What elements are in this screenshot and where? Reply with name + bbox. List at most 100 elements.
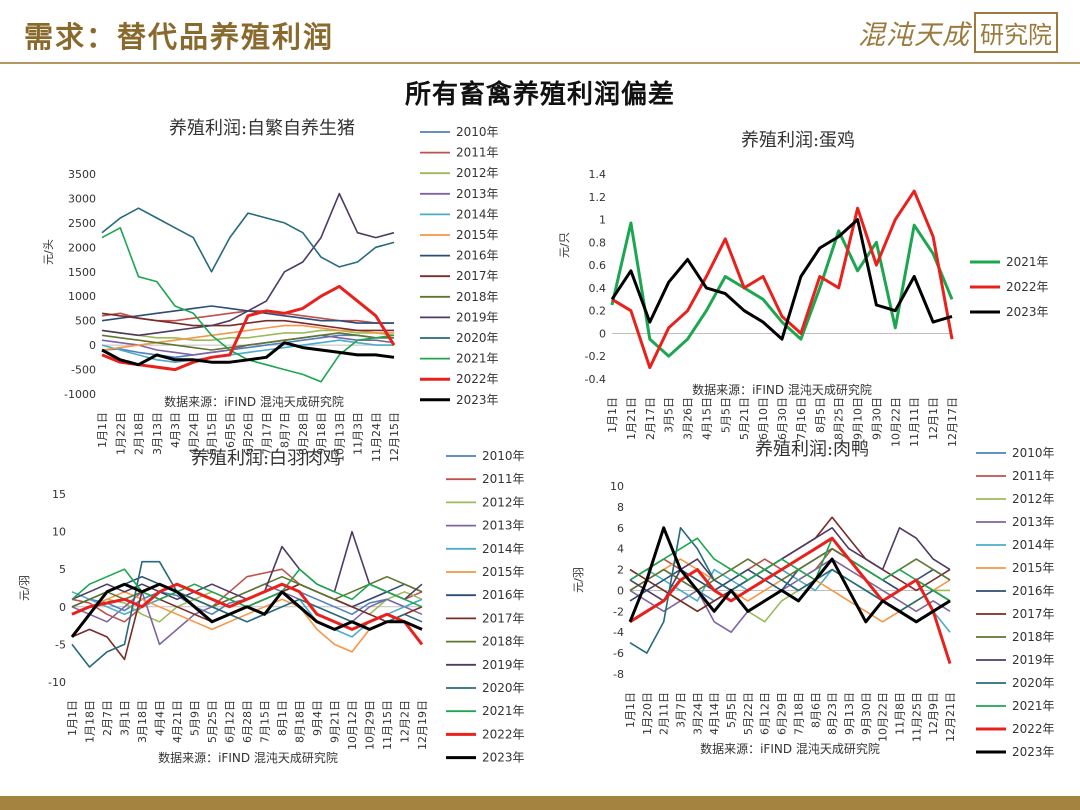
logo-box-text: 研究院 [974, 11, 1058, 53]
x-tick-label: 12月21日 [944, 692, 957, 742]
x-tick-label: 2月11日 [658, 692, 671, 735]
x-tick-label: 7月16日 [795, 397, 808, 440]
x-tick-label: 12月1日 [927, 397, 940, 440]
x-tick-label: 5月9日 [189, 700, 202, 736]
legend-label: 2011年 [456, 146, 499, 160]
legend-label: 2023年 [482, 751, 525, 765]
x-tick-label: 10月13日 [333, 412, 346, 462]
x-tick-label: 6月10日 [757, 397, 770, 440]
legend-label: 2022年 [1006, 280, 1049, 294]
x-tick-label: 9月21日 [329, 700, 342, 743]
legend-label: 2023年 [1012, 745, 1055, 759]
x-tick-label: 11月15日 [381, 700, 394, 750]
x-tick-label: 9月18日 [315, 412, 328, 455]
series-line-2020年 [101, 207, 395, 273]
series-line-2021年 [610, 221, 954, 358]
x-tick-label: 11月25日 [910, 692, 923, 742]
logo-text: 混沌天成 [858, 19, 970, 51]
legend-label: 2016年 [1012, 584, 1055, 598]
y-tick-label: 1 [599, 214, 606, 227]
chart-title: 养殖利润:肉鸭 [755, 438, 869, 460]
x-tick-label: 8月23日 [826, 692, 839, 735]
series-line-2019年 [71, 530, 423, 601]
x-tick-label: 3月18日 [136, 700, 149, 743]
series-line-2019年 [629, 527, 951, 602]
chart-duck-profit: 养殖利润:肉鸭 10 8 6 4 2 0 -2 -4 -6 -8 元/羽 1月1日 1月20日 2月11日 3… [572, 438, 1055, 759]
x-tick-label: 11月24日 [370, 412, 383, 462]
x-tick-label: 5月5日 [719, 397, 732, 433]
legend-label: 2010年 [482, 449, 525, 463]
footer-bar [0, 796, 1080, 810]
x-tick-label: 5月21日 [738, 397, 751, 440]
legend-label: 2019年 [456, 310, 499, 324]
y-tick-label: 500 [75, 315, 96, 328]
x-tick-label: 7月17日 [260, 412, 273, 455]
y-tick-label: -2 [613, 605, 624, 618]
x-tick-label: 1月1日 [66, 700, 79, 736]
x-tick-label: 6月26日 [242, 412, 255, 455]
y-tick-label: 3500 [68, 168, 96, 181]
y-tick-label: 1.4 [589, 168, 607, 181]
x-tick-label: 12月2日 [399, 700, 412, 743]
legend-label: 2021年 [482, 704, 525, 718]
x-tick-label: 2月17日 [644, 397, 657, 440]
x-tick-label: 5月25日 [206, 700, 219, 743]
slide-header: 需求：替代品养殖利润 混沌天成 研究院 [0, 0, 1080, 66]
x-tick-label: 9月4日 [311, 700, 324, 736]
x-tick-label: 2月18日 [133, 412, 146, 455]
y-tick-label: 0 [59, 601, 66, 614]
x-tick-label: 8月5日 [814, 397, 827, 433]
legend-label: 2018年 [1012, 630, 1055, 644]
legend-label: 2012年 [482, 495, 525, 509]
x-tick-label: 5月5日 [725, 692, 738, 728]
x-tick-label: 4月21日 [171, 700, 184, 743]
x-tick-label: 10月29日 [364, 700, 377, 750]
y-tick-label: 0.2 [589, 305, 607, 318]
y-tick-label: 15 [52, 488, 66, 501]
x-tick-label: 10月12日 [346, 700, 359, 750]
y-tick-label: -1000 [64, 388, 96, 401]
legend-label: 2016年 [456, 249, 499, 263]
legend-label: 2012年 [1012, 492, 1055, 506]
y-tick-label: -10 [48, 676, 66, 689]
y-axis-label: 元/羽 [18, 575, 31, 601]
main-title: 所有畜禽养殖利润偏差 [404, 80, 675, 110]
legend-label: 2021年 [1012, 699, 1055, 713]
x-tick-label: 4月14日 [708, 692, 721, 735]
x-tick-label: 11月11日 [908, 397, 921, 447]
x-tick-label: 12月17日 [946, 397, 959, 447]
x-tick-label: 12月15日 [388, 412, 401, 462]
x-tick-label: 11月3日 [352, 412, 365, 455]
x-tick-label: 6月5日 [224, 412, 237, 448]
x-tick-label: 1月1日 [624, 692, 637, 728]
legend-label: 2014年 [456, 207, 499, 221]
y-tick-label: 1000 [68, 290, 96, 303]
legend-label: 2017年 [1012, 607, 1055, 621]
x-tick-label: 4月24日 [187, 412, 200, 455]
x-tick-label: 7月15日 [259, 700, 272, 743]
x-tick-label: 6月12日 [224, 700, 237, 743]
x-tick-label: 8月6日 [809, 692, 822, 728]
series-line-2021年 [71, 568, 423, 608]
legend-label: 2014年 [1012, 538, 1055, 552]
y-tick-label: 0.8 [589, 236, 607, 249]
legend-label: 2015年 [456, 228, 499, 242]
x-tick-label: 6月30日 [776, 397, 789, 440]
legend-label: 2010年 [1012, 446, 1055, 460]
series-line-2022年 [629, 536, 952, 665]
x-tick-label: 8月1日 [276, 700, 289, 736]
x-tick-label: 6月29日 [776, 692, 789, 735]
x-tick-label: 5月22日 [742, 692, 755, 735]
x-tick-label: 9月30日 [860, 692, 873, 735]
legend-label: 2017年 [456, 269, 499, 283]
x-tick-label: 9月10日 [852, 397, 865, 440]
series-line-2022年 [71, 582, 424, 646]
x-tick-label: 8月18日 [294, 700, 307, 743]
x-tick-label: 1月20日 [641, 692, 654, 735]
x-tick-label: 6月12日 [759, 692, 772, 735]
x-tick-label: 8月25日 [833, 397, 846, 440]
series-line-2019年 [101, 192, 395, 337]
legend-label: 2014年 [482, 542, 525, 556]
x-tick-label: 3月5日 [663, 397, 676, 433]
y-tick-label: -4 [613, 626, 624, 639]
